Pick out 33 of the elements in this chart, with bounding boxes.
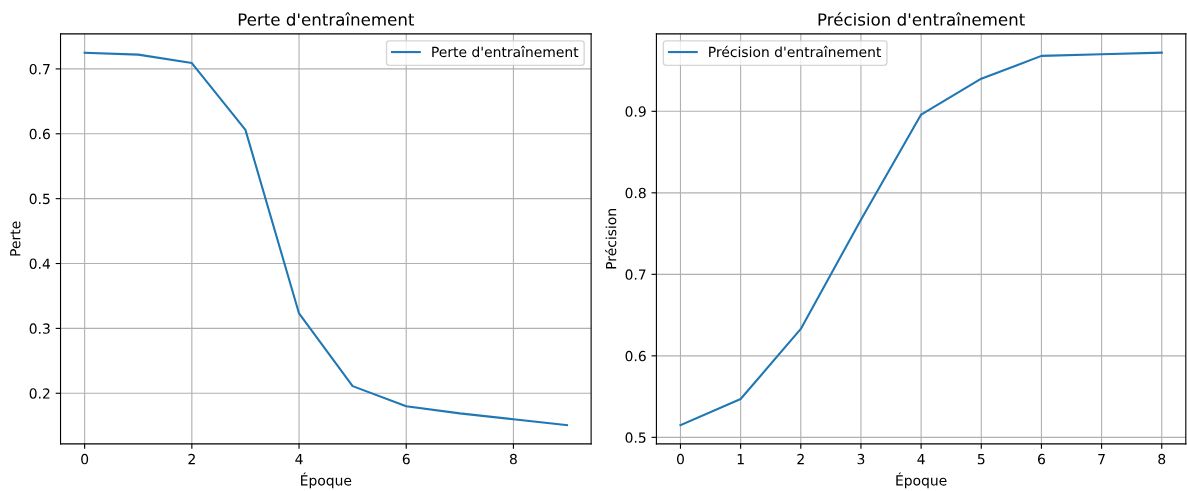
legend-label: Précision d'entraînement — [709, 45, 882, 58]
y-axis-title: Perte — [10, 221, 21, 256]
chart-title: Précision d'entraînement — [818, 12, 1025, 26]
x-tick-label: 8 — [509, 453, 517, 465]
x-tick-label: 6 — [402, 453, 410, 465]
x-tick-label: 8 — [1158, 453, 1166, 465]
y-tick-label: 0.4 — [29, 258, 51, 269]
y-tick-label: 0.9 — [625, 106, 646, 117]
y-tick-label: 0.2 — [29, 388, 50, 399]
y-tick-label: 0.7 — [29, 63, 50, 75]
x-tick-label: 6 — [1037, 453, 1045, 465]
y-tick-label: 0.6 — [29, 128, 50, 140]
y-tick-label: 0.7 — [625, 269, 646, 280]
legend-label: Perte d'entraînement — [432, 45, 579, 58]
y-tick-label: 0.8 — [625, 187, 646, 199]
x-tick-label: 4 — [295, 454, 303, 465]
x-tick-label: 1 — [737, 454, 744, 465]
x-axis-title: Époque — [896, 472, 947, 489]
x-tick-label: 5 — [977, 454, 985, 465]
x-axis-title: Époque — [301, 472, 352, 489]
x-tick-label: 0 — [81, 453, 89, 465]
y-tick-label: 0.5 — [625, 432, 646, 443]
x-tick-label: 4 — [917, 454, 925, 465]
y-axis-title: Précision — [605, 209, 617, 269]
x-tick-label: 2 — [188, 453, 195, 465]
x-tick-label: 0 — [676, 453, 684, 465]
y-tick-label: 0.3 — [29, 323, 50, 334]
x-tick-label: 7 — [1098, 454, 1105, 465]
x-tick-label: 3 — [857, 453, 865, 465]
y-tick-label: 0.5 — [29, 193, 50, 205]
x-tick-label: 2 — [797, 453, 804, 465]
chart-title: Perte d'entraînement — [238, 12, 415, 26]
y-tick-label: 0.6 — [625, 350, 646, 362]
